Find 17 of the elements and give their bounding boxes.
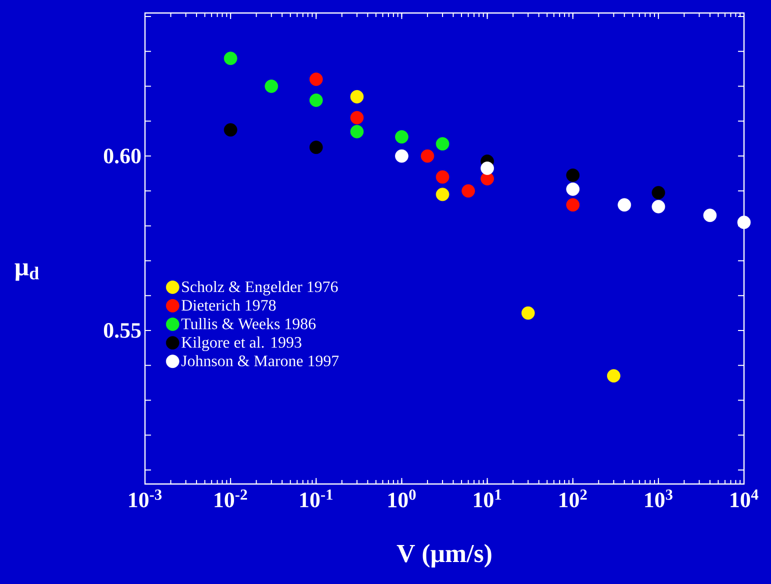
y-axis-title: μ$_{d}$ [14, 263, 39, 281]
legend-label: Tullis & Weeks 1986 [181, 318, 316, 330]
x-tick-label: 10$^{4}$ [730, 490, 758, 508]
y-tick-label: 0.55 [104, 323, 141, 338]
x-tick-label: 10$^{-1}$ [300, 490, 332, 508]
x-tick-label: 10$^{-3}$ [129, 490, 162, 508]
legend-label: Scholz & Engelder 1976 [182, 280, 338, 296]
legend-label: Kilgore et al. 1993 [182, 336, 302, 352]
x-tick-label: 10$^{0}$ [388, 490, 416, 508]
x-tick-label: 10$^{2}$ [560, 490, 587, 508]
x-tick-label: 10$^{3}$ [645, 490, 672, 508]
x-tick-label: 10$^{1}$ [474, 490, 502, 508]
legend-label: Dieterich 1978 [182, 299, 276, 311]
legend-label: Johnson & Marone 1997 [181, 355, 339, 366]
x-axis-title: V (μm/s) [396, 544, 492, 568]
y-tick-label: 0.60 [104, 148, 141, 164]
x-tick-label: 10$^{-2}$ [214, 490, 248, 508]
